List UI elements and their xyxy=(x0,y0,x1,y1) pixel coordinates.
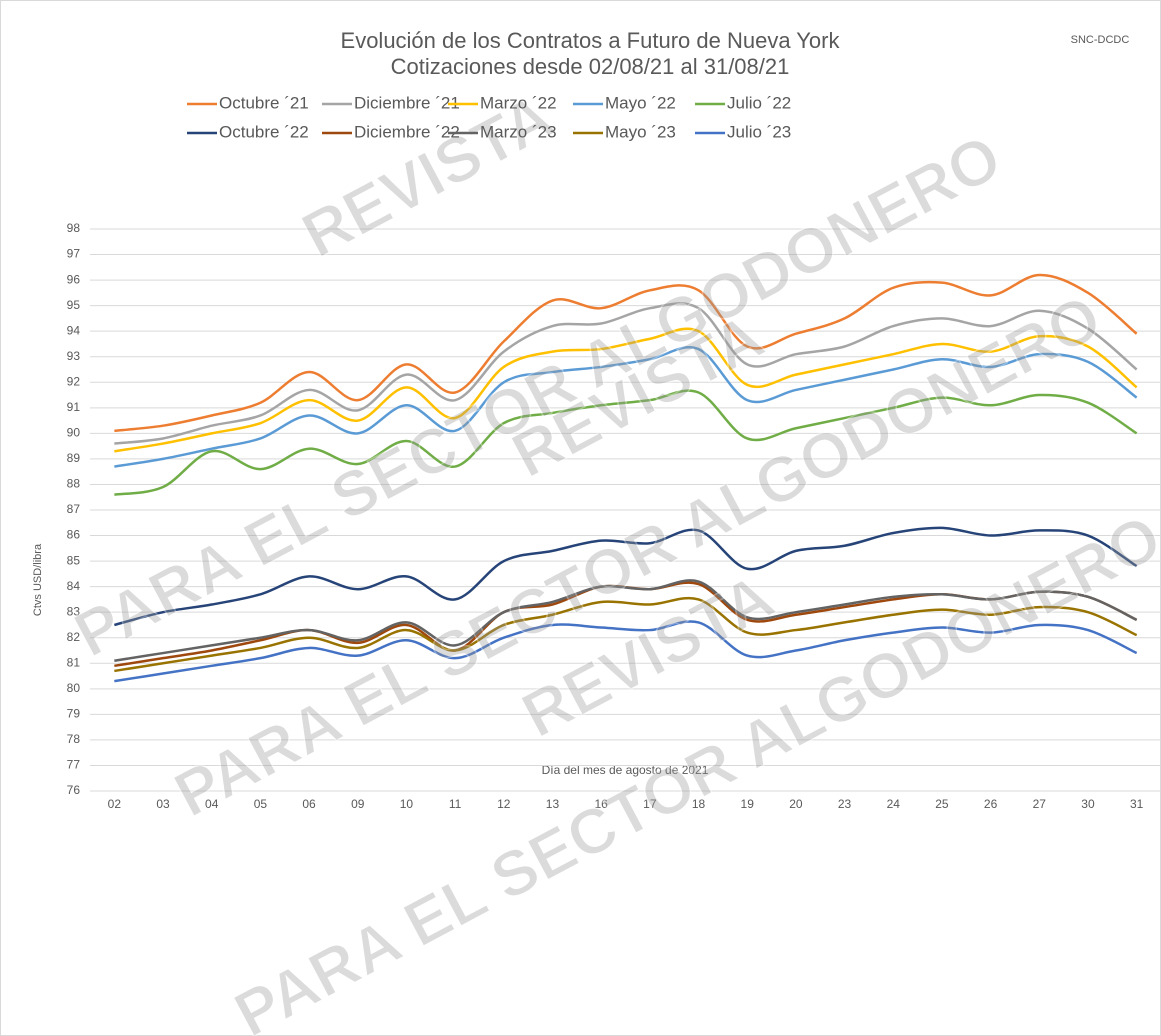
x-tick-label: 25 xyxy=(935,797,949,811)
x-tick-label: 06 xyxy=(302,797,316,811)
y-tick-label: 76 xyxy=(67,783,81,797)
y-tick-label: 84 xyxy=(67,579,81,593)
legend-label: Mayo ´23 xyxy=(605,122,676,141)
x-tick-label: 27 xyxy=(1033,797,1047,811)
x-tick-label: 04 xyxy=(205,797,219,811)
legend-label: Octubre ´22 xyxy=(219,122,309,141)
legend-label: Marzo ´23 xyxy=(480,122,557,141)
series-line xyxy=(114,579,1138,662)
x-tick-label: 13 xyxy=(546,797,560,811)
y-tick-label: 97 xyxy=(67,247,81,261)
y-tick-label: 79 xyxy=(67,707,81,721)
y-tick-label: 93 xyxy=(67,349,81,363)
annotation: SNC-DCDC xyxy=(1071,34,1130,46)
chart-title: Evolución de los Contratos a Futuro de N… xyxy=(341,28,841,53)
x-tick-label: 30 xyxy=(1081,797,1095,811)
series-line xyxy=(114,596,1138,673)
series-line xyxy=(114,526,1138,627)
x-tick-label: 10 xyxy=(400,797,414,811)
plot-area: 76 77 78 79 80 81 82 83 84 85 86 87 88 89 90 91 92 93 94 95… xyxy=(67,221,1160,811)
x-tick-label: 16 xyxy=(594,797,608,811)
legend-label: Diciembre ´21 xyxy=(354,93,460,112)
x-tick-label: 23 xyxy=(838,797,852,811)
x-tick-label: 02 xyxy=(108,797,122,811)
y-tick-label: 88 xyxy=(67,477,81,491)
y-tick-label: 98 xyxy=(67,221,81,235)
x-tick-label: 20 xyxy=(789,797,803,811)
y-tick-label: 95 xyxy=(67,298,81,312)
series-line xyxy=(114,327,1138,453)
x-tick-label: 24 xyxy=(887,797,901,811)
legend-label: Julio ´22 xyxy=(727,93,791,112)
series-line xyxy=(114,389,1138,496)
y-tick-label: 89 xyxy=(67,451,81,465)
chart-subtitle: Cotizaciones desde 02/08/21 al 31/08/21 xyxy=(391,54,790,79)
y-axis-label: Ctvs USD/libra xyxy=(32,543,44,616)
y-tick-label: 86 xyxy=(67,528,81,542)
x-tick-label: 17 xyxy=(643,797,657,811)
x-tick-label: 12 xyxy=(497,797,511,811)
series-line xyxy=(114,302,1138,445)
y-tick-label: 96 xyxy=(67,272,81,286)
y-tick-label: 90 xyxy=(67,426,81,440)
x-tick-label: 11 xyxy=(449,797,462,811)
y-tick-label: 81 xyxy=(67,655,81,669)
x-tick-label: 05 xyxy=(254,797,268,811)
series-line xyxy=(114,620,1138,683)
legend-label: Julio ´23 xyxy=(727,122,791,141)
series-line xyxy=(114,346,1138,468)
y-tick-label: 77 xyxy=(67,758,81,772)
x-tick-label: 18 xyxy=(692,797,706,811)
x-tick-label: 26 xyxy=(984,797,998,811)
x-tick-label: 19 xyxy=(741,797,755,811)
y-tick-label: 94 xyxy=(67,323,81,337)
x-tick-label: 09 xyxy=(351,797,365,811)
y-tick-label: 85 xyxy=(67,553,81,567)
y-tick-label: 83 xyxy=(67,604,81,618)
x-tick-label: 31 xyxy=(1130,797,1144,811)
legend-label: Octubre ´21 xyxy=(219,93,309,112)
y-tick-label: 87 xyxy=(67,502,81,516)
x-tick-label: 03 xyxy=(156,797,170,811)
y-tick-label: 92 xyxy=(67,374,81,388)
y-tick-label: 78 xyxy=(67,732,81,746)
y-tick-label: 80 xyxy=(67,681,81,695)
series-line xyxy=(114,273,1138,433)
y-tick-label: 91 xyxy=(67,400,81,414)
legend-label: Diciembre ´22 xyxy=(354,122,460,141)
legend-label: Marzo ´22 xyxy=(480,93,557,112)
x-axis-label: Día del mes de agosto de 2021 xyxy=(542,763,709,777)
y-tick-label: 82 xyxy=(67,630,81,644)
legend-label: Mayo ´22 xyxy=(605,93,676,112)
